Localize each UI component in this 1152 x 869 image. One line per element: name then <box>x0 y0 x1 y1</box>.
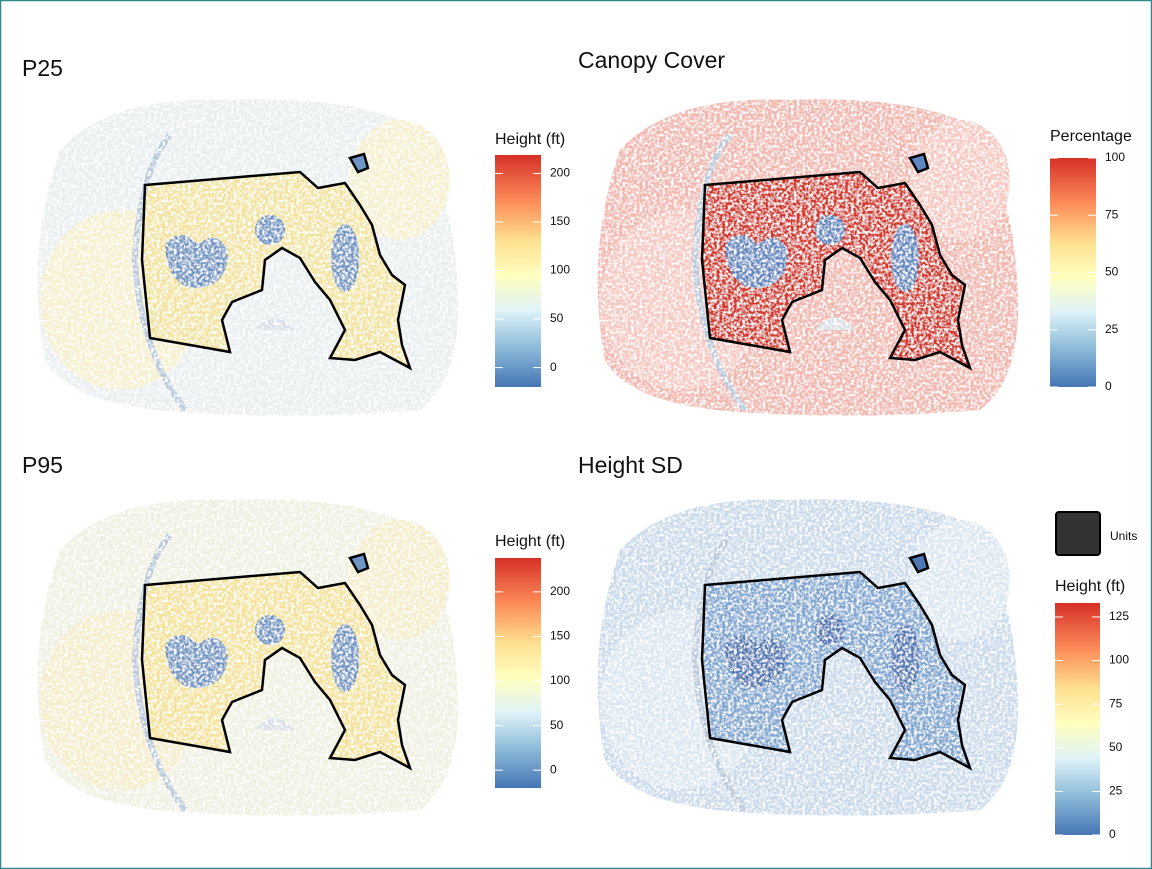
colorbar-tick-label: 0 <box>1109 827 1116 841</box>
panel-title: Height SD <box>578 452 683 478</box>
units-key-swatch <box>1056 512 1100 555</box>
clearing <box>331 224 359 292</box>
clearing <box>891 624 919 692</box>
colorbar-tick-label: 50 <box>550 311 564 325</box>
legend-title: Height (ft) <box>1055 578 1125 595</box>
colorbar-tick-label: 0 <box>1105 379 1112 393</box>
map <box>38 499 458 815</box>
panel-title: P25 <box>22 55 63 81</box>
colorbar-tick-label: 25 <box>1105 322 1119 336</box>
panel-title: P95 <box>22 452 63 478</box>
clearing <box>331 624 359 692</box>
colorbar-tick-label: 100 <box>1105 150 1125 164</box>
panels: P25 Height (ft) 0 50 100 150 200 Canopy Cover Pe… <box>22 47 1137 841</box>
clearing <box>815 615 845 645</box>
panel-title: Canopy Cover <box>578 47 725 73</box>
panel: P95 Height (ft) 0 50 100 150 200 <box>22 452 570 815</box>
colorbar-tick-label: 200 <box>550 584 570 598</box>
map-texture <box>38 499 458 815</box>
map-texture <box>38 99 458 415</box>
map-texture <box>598 99 1018 415</box>
clearing <box>255 215 285 245</box>
colorbar-tick-label: 100 <box>550 263 570 277</box>
map <box>38 99 458 415</box>
panel: Height SD Units Height (ft) 0 25 50 75 100 125 <box>578 452 1137 841</box>
colorbar-tick-label: 25 <box>1109 784 1123 798</box>
colorbar-tick-label: 200 <box>550 166 570 180</box>
colorbar-tick-label: 0 <box>550 360 557 374</box>
colorbar-tick-label: 150 <box>550 629 570 643</box>
colorbar-tick-label: 50 <box>1109 740 1123 754</box>
map <box>598 99 1018 415</box>
legend-title: Percentage <box>1050 128 1132 145</box>
legend-title: Height (ft) <box>495 533 565 550</box>
figure: P25 Height (ft) 0 50 100 150 200 Canopy Cover Pe… <box>0 0 1152 869</box>
clearing <box>891 224 919 292</box>
colorbar-tick-label: 50 <box>550 718 564 732</box>
units-key-label: Units <box>1110 529 1137 543</box>
colorbar-tick-label: 0 <box>550 762 557 776</box>
colorbar-tick-label: 150 <box>550 214 570 228</box>
panel: P25 Height (ft) 0 50 100 150 200 <box>22 55 570 415</box>
legend-title: Height (ft) <box>495 131 565 148</box>
colorbar-tick-label: 75 <box>1109 696 1123 710</box>
clearing <box>815 215 845 245</box>
map <box>598 499 1018 815</box>
colorbar-tick-label: 75 <box>1105 207 1119 221</box>
colorbar-tick-label: 50 <box>1105 265 1119 279</box>
map-texture <box>598 499 1018 815</box>
panel: Canopy Cover Percentage 0 25 50 75 100 <box>578 47 1132 415</box>
colorbar-tick-label: 100 <box>550 673 570 687</box>
colorbar-tick-label: 125 <box>1109 609 1129 623</box>
colorbar <box>1055 603 1100 835</box>
colorbar-tick-label: 100 <box>1109 653 1129 667</box>
colorbar <box>495 558 541 788</box>
clearing <box>255 615 285 645</box>
